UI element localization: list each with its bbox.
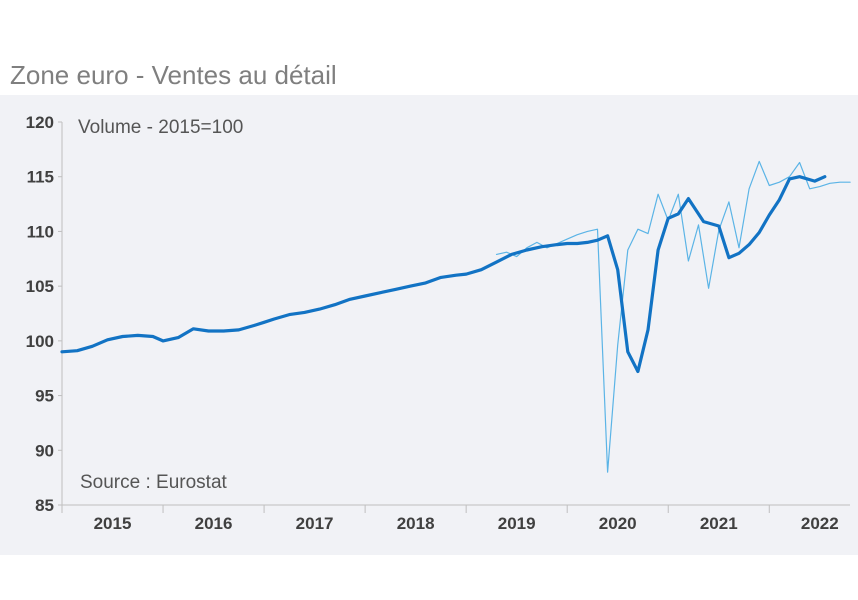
x-tick-label: 2020 — [599, 514, 637, 533]
chart-subtitle: Volume - 2015=100 — [78, 117, 243, 138]
x-tick-label: 2016 — [195, 514, 233, 533]
x-tick-label: 2015 — [94, 514, 132, 533]
y-tick-label: 95 — [35, 387, 54, 406]
y-tick-label: 110 — [27, 222, 54, 241]
chart-title: Zone euro - Ventes au détail — [10, 60, 337, 90]
x-tick-label: 2022 — [801, 514, 839, 533]
series-lines — [60, 160, 851, 473]
x-tick-label: 2018 — [397, 514, 435, 533]
y-tick-label: 115 — [27, 168, 54, 187]
y-tick-label: 85 — [35, 496, 54, 515]
axes: 85 90 95 100 105 110 115 120 2015 2016 2017 2018 201… — [26, 113, 850, 533]
series-line-smoothed — [60, 175, 827, 374]
source-note: Source : Eurostat — [80, 472, 228, 493]
plot-panel — [0, 95, 858, 555]
x-tick-label: 2021 — [700, 514, 738, 533]
series-line-monthly — [495, 160, 851, 473]
y-tick-label: 120 — [26, 113, 54, 132]
y-tick-label: 100 — [26, 332, 54, 351]
x-tick-label: 2017 — [296, 514, 334, 533]
y-tick-label: 90 — [35, 441, 54, 460]
x-tick-label: 2019 — [498, 514, 536, 533]
y-tick-label: 105 — [26, 277, 54, 296]
